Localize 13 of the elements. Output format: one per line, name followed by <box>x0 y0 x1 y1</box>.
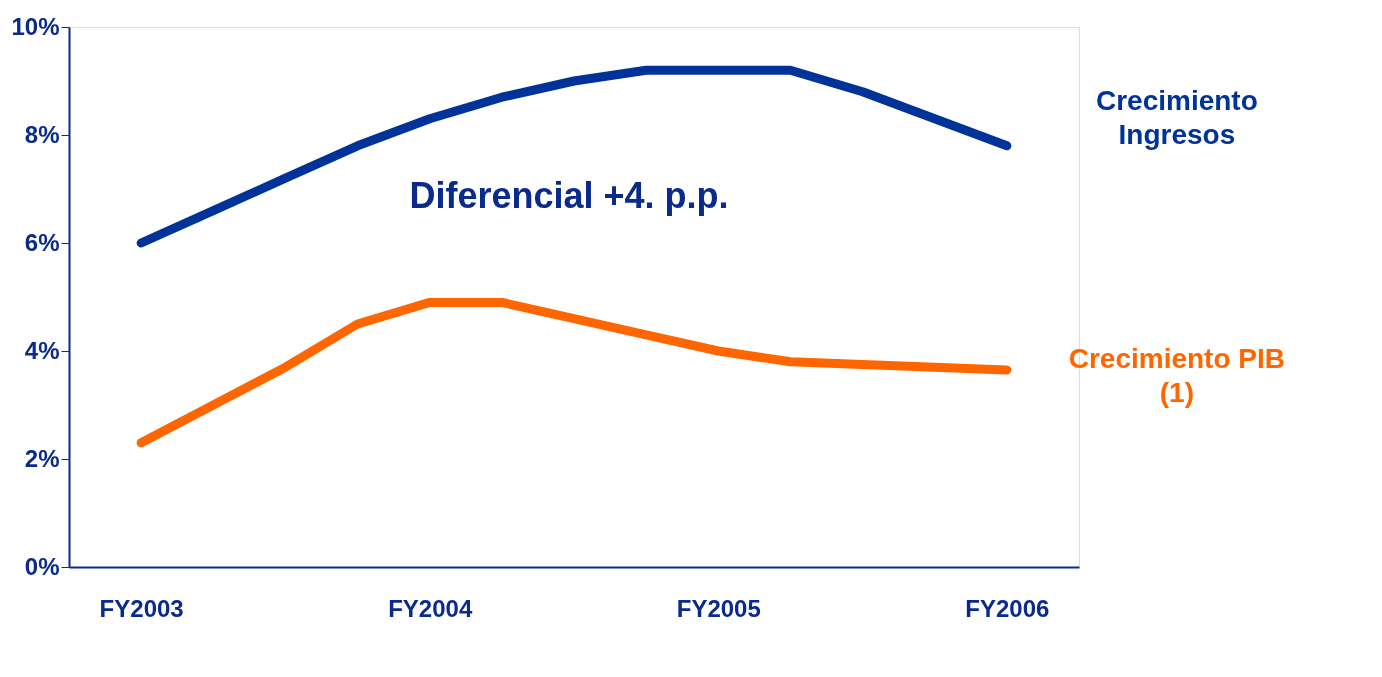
y-tick-label: 8% <box>24 120 60 148</box>
y-tick-label: 6% <box>24 228 60 256</box>
y-tick-label: 2% <box>24 444 60 472</box>
text: Crecimiento PIB (1) <box>1068 342 1285 408</box>
text: Crecimiento Ingresos <box>1095 84 1258 150</box>
x-tick-label: FY2004 <box>388 594 473 622</box>
annotation: Diferencial +4. p.p. <box>409 175 729 216</box>
y-tick-label: 0% <box>24 552 60 580</box>
y-tick-label: 4% <box>24 336 60 364</box>
x-tick-label: FY2005 <box>676 594 761 622</box>
x-tick-label: FY2006 <box>965 594 1050 622</box>
x-tick-label: FY2003 <box>99 594 184 622</box>
y-tick-label: 10% <box>11 12 60 40</box>
